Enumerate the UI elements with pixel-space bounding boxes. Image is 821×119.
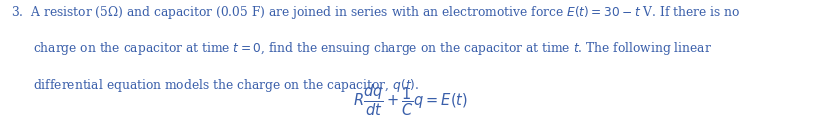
Text: $R\dfrac{dq}{dt} + \dfrac{1}{C}q = E(t)$: $R\dfrac{dq}{dt} + \dfrac{1}{C}q = E(t)$: [353, 82, 468, 118]
Text: charge on the capacitor at time $t = 0$, find the ensuing charge on the capacito: charge on the capacitor at time $t = 0$,…: [33, 40, 712, 57]
Text: 3.  A resistor (5Ω) and capacitor (0.05 F) are joined in series with an electrom: 3. A resistor (5Ω) and capacitor (0.05 F…: [11, 4, 741, 21]
Text: differential equation models the charge on the capacitor, $q(t)$.: differential equation models the charge …: [33, 77, 420, 94]
